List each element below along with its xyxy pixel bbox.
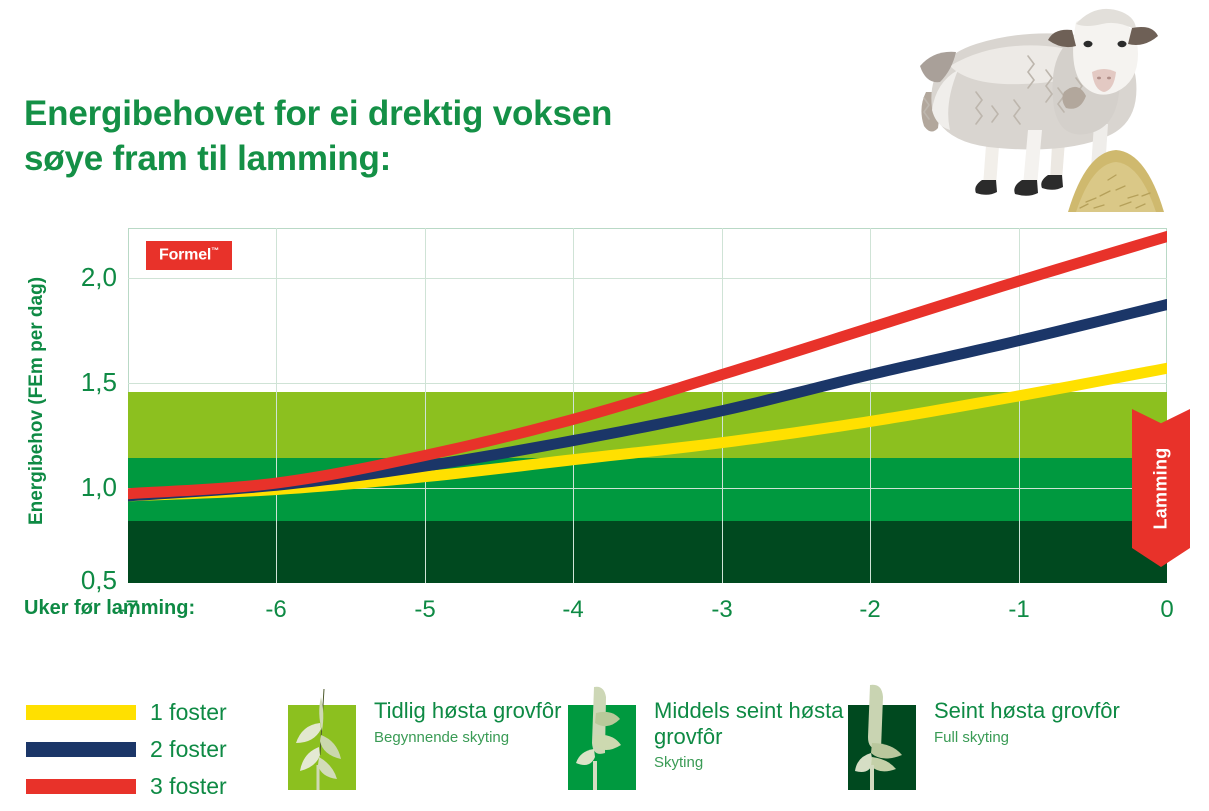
- legend-swatch-1-foster: [26, 705, 136, 720]
- chart-legend: 1 foster 2 foster 3 foster: [0, 680, 1209, 811]
- x-axis-ticks: -7 -6 -5 -4 -3 -2 -1 0: [117, 596, 1173, 628]
- x-tick-0: 0: [1160, 596, 1174, 623]
- series-line-3-foster: [128, 231, 1167, 500]
- y-tick-0.5: 0,5: [80, 565, 117, 595]
- grass-late-icon: [848, 684, 916, 790]
- gridline-x--5: [425, 228, 426, 583]
- gridline-y-2.0: [128, 278, 1167, 279]
- legend-text-tidlig-hosta-grovfor: Tidlig høsta grovfôr Begynnende skyting: [374, 694, 561, 790]
- x-tick--1: -1: [1008, 596, 1030, 623]
- grass-early-icon: [288, 688, 356, 790]
- gridline-y-1.0: [128, 488, 1167, 489]
- legend-stage-middels-seint-hosta-grovfor: Skyting: [654, 754, 704, 772]
- y-tick-1.0: 1,0: [80, 472, 117, 502]
- gridline-x--6: [276, 228, 277, 583]
- x-tick--5: -5: [414, 596, 436, 623]
- legend-text-seint-hosta-grovfor: Seint høsta grovfôr Full skyting: [934, 694, 1120, 790]
- data-series-lines: [128, 231, 1167, 502]
- x-tick--6: -6: [265, 596, 287, 623]
- page-title-line-2: søye fram til lamming:: [24, 138, 392, 178]
- legend-item-1-foster: 1 foster: [26, 694, 276, 731]
- legend-item-tidlig-hosta-grovfor: Tidlig høsta grovfôr Begynnende skyting: [288, 688, 561, 790]
- legend-stage-seint-hosta-grovfor: Full skyting: [934, 728, 1010, 746]
- lamming-banner-label: Lamming: [1150, 446, 1171, 530]
- legend-stage-tidlig-hosta-grovfor: Begynnende skyting: [374, 728, 510, 746]
- legend-label-seint-hosta-grovfor: Seint høsta grovfôr: [934, 698, 1120, 723]
- gridline-y-1.5: [128, 383, 1167, 384]
- legend-swatch-3-foster: [26, 779, 136, 794]
- legend-item-3-foster: 3 foster: [26, 768, 276, 805]
- band-seint-hosta-grovfor: [128, 521, 1167, 583]
- y-axis-ticks: 2,0 1,5 1,0 0,5: [45, 228, 117, 595]
- sheep-with-feed-pile-illustration: [880, 0, 1209, 212]
- gridline-x--4: [573, 228, 574, 583]
- legend-item-middels-seint-hosta-grovfor: Middels seint høsta grovfôr Skyting: [568, 686, 844, 790]
- gridline-x--1: [1019, 228, 1020, 583]
- legend-text-middels-seint-hosta-grovfor: Middels seint høsta grovfôr Skyting: [654, 694, 844, 790]
- x-axis-title: Uker før lamming:: [24, 597, 196, 619]
- legend-label-middels-seint-hosta-grovfor: Middels seint høsta grovfôr: [654, 698, 844, 749]
- formel-badge-label: Formel: [159, 246, 212, 264]
- y-tick-2.0: 2,0: [80, 262, 117, 292]
- x-tick--2: -2: [859, 596, 881, 623]
- legend-label-tidlig-hosta-grovfor: Tidlig høsta grovfôr: [374, 698, 562, 723]
- legend-item-2-foster: 2 foster: [26, 731, 276, 768]
- legend-label-3-foster: 3 foster: [150, 773, 227, 799]
- x-tick--3: -3: [711, 596, 733, 623]
- gridline-x--2: [870, 228, 871, 583]
- lamming-marker-banner: Lamming: [1132, 409, 1190, 567]
- legend-label-2-foster: 2 foster: [150, 736, 227, 762]
- legend-item-seint-hosta-grovfor: Seint høsta grovfôr Full skyting: [848, 684, 1120, 790]
- page-title-line-1: Energibehovet for ei drektig voksen: [24, 94, 613, 133]
- x-tick--4: -4: [562, 596, 584, 623]
- foster-count-legend: 1 foster 2 foster 3 foster: [26, 694, 276, 805]
- legend-label-1-foster: 1 foster: [150, 699, 227, 725]
- legend-swatch-2-foster: [26, 742, 136, 757]
- x-tick--7: -7: [117, 596, 139, 623]
- y-tick-1.5: 1,5: [80, 367, 117, 397]
- page-title: Energibehovet for ei drektig voksen søye…: [24, 92, 824, 182]
- formel-brand-badge: Formel™: [146, 241, 232, 271]
- grass-medium-icon: [568, 686, 636, 790]
- trademark-icon: ™: [211, 246, 219, 255]
- chart-plot-area: Formel™: [128, 228, 1167, 583]
- y-axis-title: Energibehov (FEm per dag): [26, 276, 47, 526]
